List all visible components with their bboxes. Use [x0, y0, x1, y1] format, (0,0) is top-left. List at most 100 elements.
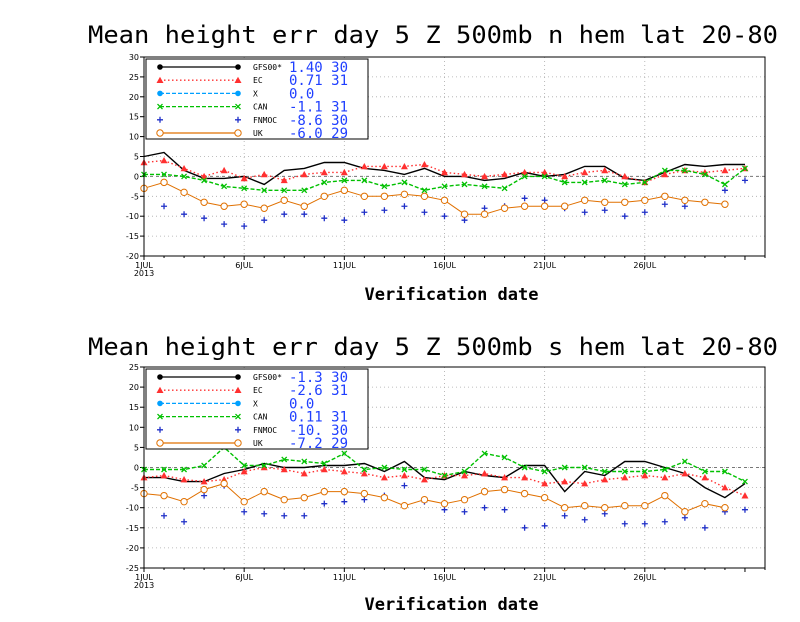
series-uk-point	[280, 196, 288, 204]
series-uk-point	[500, 485, 509, 494]
series-ec-point	[661, 170, 669, 178]
chart-title: Mean height err day 5 Z 500mb s hem lat …	[88, 333, 778, 361]
series-can-point	[161, 171, 167, 178]
series-ec-point	[461, 472, 469, 479]
series-can-point	[501, 454, 508, 461]
series-ec-point	[440, 168, 448, 176]
x-tick-label: 26JUL	[633, 261, 656, 270]
series-fnmoc-point	[601, 510, 608, 517]
series-uk-point	[601, 504, 609, 512]
x-axis-label: Verification date	[365, 285, 539, 305]
series-uk-point	[180, 497, 188, 506]
y-tick-label: 0	[134, 464, 139, 473]
legend-fnmoc-stats: -8.6 30	[289, 113, 348, 129]
series-can-point	[361, 177, 368, 184]
series-can-point	[461, 181, 468, 188]
series-ec-point	[240, 174, 248, 182]
y-tick-label: -10	[126, 504, 139, 513]
x-tick-label: 11JUL	[333, 573, 356, 582]
legend-fnmoc-name: FNMOC	[253, 426, 277, 435]
series-ec-point	[200, 478, 208, 485]
series-uk-point	[160, 178, 168, 187]
series-ec-point	[561, 172, 569, 180]
series-fnmoc-point	[481, 205, 488, 212]
series-ec-point	[601, 166, 609, 174]
series-ec-point	[741, 492, 749, 499]
series-fnmoc-point	[621, 213, 628, 220]
series-fnmoc-point	[161, 512, 168, 519]
series-fnmoc-point	[581, 209, 588, 216]
legend-can-marker-right	[235, 413, 241, 420]
legend-uk-marker-right	[234, 129, 242, 137]
series-uk-point	[200, 485, 208, 494]
series-can-point	[601, 468, 608, 475]
series-ec-point	[581, 480, 589, 487]
series-fnmoc-point	[241, 223, 248, 230]
series-can-point	[521, 173, 528, 180]
legend-box	[145, 368, 369, 450]
legend-ec-name: EC	[253, 386, 263, 395]
series-ec-point	[240, 468, 248, 475]
series-uk-line	[143, 483, 725, 513]
series-can-point	[621, 181, 628, 188]
series-ec-point	[280, 466, 288, 473]
series-can-point	[441, 183, 448, 190]
series-fnmoc-point	[161, 203, 168, 210]
series-ec-point	[180, 476, 188, 483]
series-can-point	[541, 173, 548, 180]
series-can-point	[661, 466, 668, 473]
legend-x-marker-left	[157, 400, 163, 407]
series-uk-point	[460, 495, 469, 504]
series-ec-point	[701, 474, 709, 481]
series-can-point	[701, 468, 708, 475]
series-uk-point	[300, 493, 308, 502]
legend-ec-stats: 0.71 31	[289, 73, 348, 89]
series-can-point	[361, 466, 368, 473]
y-tick-label: -20	[126, 252, 139, 261]
series-fnmoc-point	[401, 482, 408, 489]
series-can-point	[321, 179, 328, 186]
legend-x-marker-left	[157, 90, 163, 97]
series-uk-point	[360, 489, 369, 498]
legend-uk-name: UK	[253, 129, 263, 138]
series-ec-point	[721, 166, 729, 174]
series-can-point	[581, 464, 588, 471]
series-fnmoc-point	[201, 215, 208, 222]
legend-ec-marker-right	[234, 386, 242, 393]
series-can-point	[581, 179, 588, 186]
legend-x-marker-right	[235, 90, 241, 97]
series-fnmoc-point	[681, 514, 688, 521]
y-tick-label: -15	[126, 232, 139, 241]
series-uk-point	[480, 210, 489, 218]
series-fnmoc-point	[421, 209, 428, 216]
series-uk-point	[420, 192, 429, 201]
series-fnmoc-point	[441, 213, 448, 220]
series-ec-point	[721, 484, 729, 491]
legend-fnmoc-marker-left	[157, 426, 163, 433]
series-can-point	[241, 185, 248, 192]
series-ec-point	[220, 166, 228, 174]
series-ec-point	[521, 168, 529, 176]
series-can-point	[561, 464, 568, 471]
series-uk-point	[581, 196, 589, 204]
series-ec-point	[541, 168, 549, 176]
legend-gfs00-marker-right	[235, 374, 241, 380]
series-uk-point	[621, 198, 629, 206]
series-fnmoc-point	[461, 217, 468, 224]
series-uk-point	[520, 489, 529, 498]
series-fnmoc-point	[681, 203, 688, 210]
x-tick-label: 16JUL	[433, 261, 456, 270]
series-uk-point	[540, 202, 549, 210]
series-uk-point	[721, 504, 729, 512]
series-ec-point	[380, 474, 388, 481]
series-ec-point	[461, 170, 469, 178]
y-tick-label: 0	[134, 172, 139, 181]
plot-frame	[143, 56, 766, 257]
y-tick-label: -5	[131, 484, 139, 493]
series-fnmoc-point	[481, 504, 488, 511]
series-uk-point	[601, 198, 609, 206]
series-can-point	[742, 165, 748, 172]
legend-x-name: X	[253, 399, 258, 408]
series-ec-point	[681, 470, 689, 477]
series-ec-point	[521, 474, 529, 481]
